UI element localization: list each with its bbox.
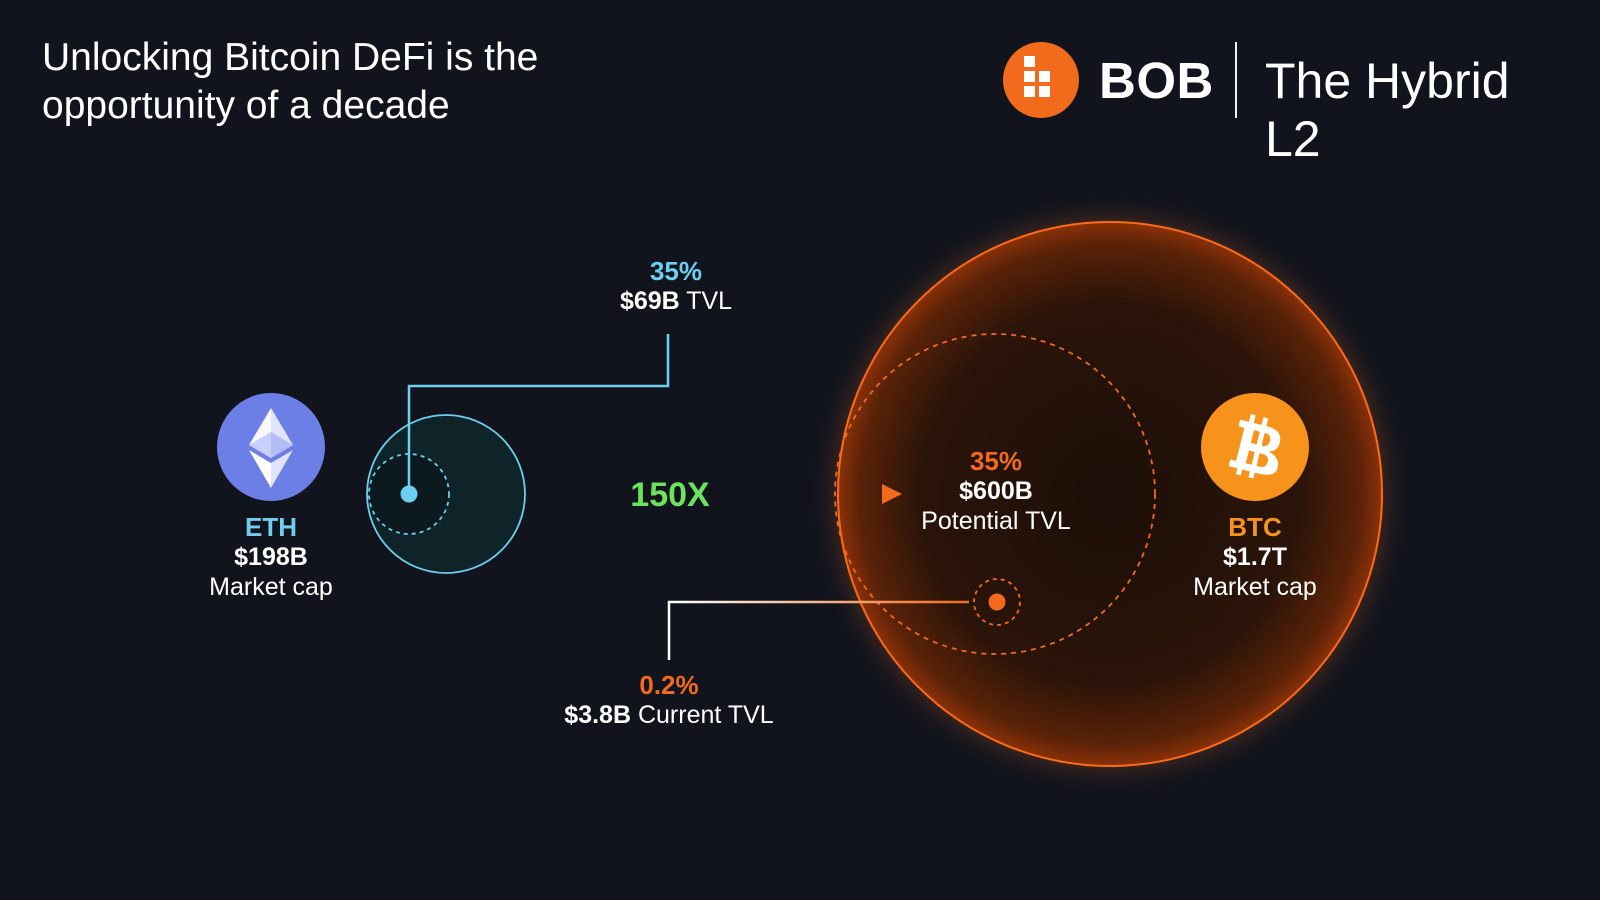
ethereum-icon (217, 393, 325, 501)
btc-current-tvl-label-block: 0.2% $3.8B Current TVL (530, 670, 808, 730)
brand-tagline: The Hybrid L2 (1265, 53, 1510, 167)
btc-current-tvl-leader-line (667, 600, 969, 660)
growth-multiplier: 150X (630, 476, 710, 514)
eth-tvl-percent: 35% (649, 256, 703, 286)
btc-current-tvl-circle (973, 578, 1021, 626)
multiplier-arrowhead (882, 484, 902, 504)
btc-potential-tvl-percent: 35% (969, 446, 1023, 476)
brand-name: BOB (1099, 52, 1214, 109)
btc-label-block: BTC $1.7T Market cap (1160, 512, 1350, 602)
btc-potential-tvl-caption: Potential TVL (921, 507, 1071, 535)
btc-ticker: BTC (1228, 512, 1282, 542)
eth-tvl-value: $69B (619, 287, 680, 315)
eth-market-cap-value: $198B (234, 543, 308, 571)
bob-block-logo-icon (1003, 42, 1079, 118)
btc-current-tvl-value-line: $3.8B Current TVL (530, 700, 808, 730)
title-line-1: Unlocking Bitcoin DeFi is the (42, 36, 539, 79)
title-line-2: opportunity of a decade (42, 84, 450, 127)
btc-current-tvl-dot (988, 593, 1006, 611)
eth-tvl-label-block: 35% $69B TVL (560, 256, 792, 316)
eth-tvl-value-line: $69B TVL (560, 286, 792, 316)
btc-potential-tvl-label-block: 35% $600B Potential TVL (880, 446, 1112, 536)
eth-label-block: ETH $198B Market cap (180, 512, 362, 602)
btc-current-tvl-caption: Current TVL (637, 701, 774, 729)
eth-ticker: ETH (245, 512, 297, 542)
eth-market-cap-caption: Market cap (209, 573, 333, 601)
brand-divider (1235, 42, 1237, 118)
brand-lockup: BOB The Hybrid L2 (1003, 42, 1563, 167)
eth-tvl-leader-line (407, 334, 670, 494)
eth-tvl-caption: TVL (686, 287, 733, 315)
btc-potential-tvl-value: $600B (959, 477, 1033, 505)
page-title: Unlocking Bitcoin DeFi is the opportunit… (42, 34, 662, 130)
btc-market-cap-caption: Market cap (1193, 573, 1317, 601)
btc-current-tvl-percent: 0.2% (639, 670, 699, 700)
btc-market-cap-circle (837, 221, 1383, 767)
btc-market-cap-value: $1.7T (1223, 543, 1287, 571)
bitcoin-icon (1201, 393, 1309, 501)
btc-current-tvl-value: $3.8B (564, 701, 632, 729)
